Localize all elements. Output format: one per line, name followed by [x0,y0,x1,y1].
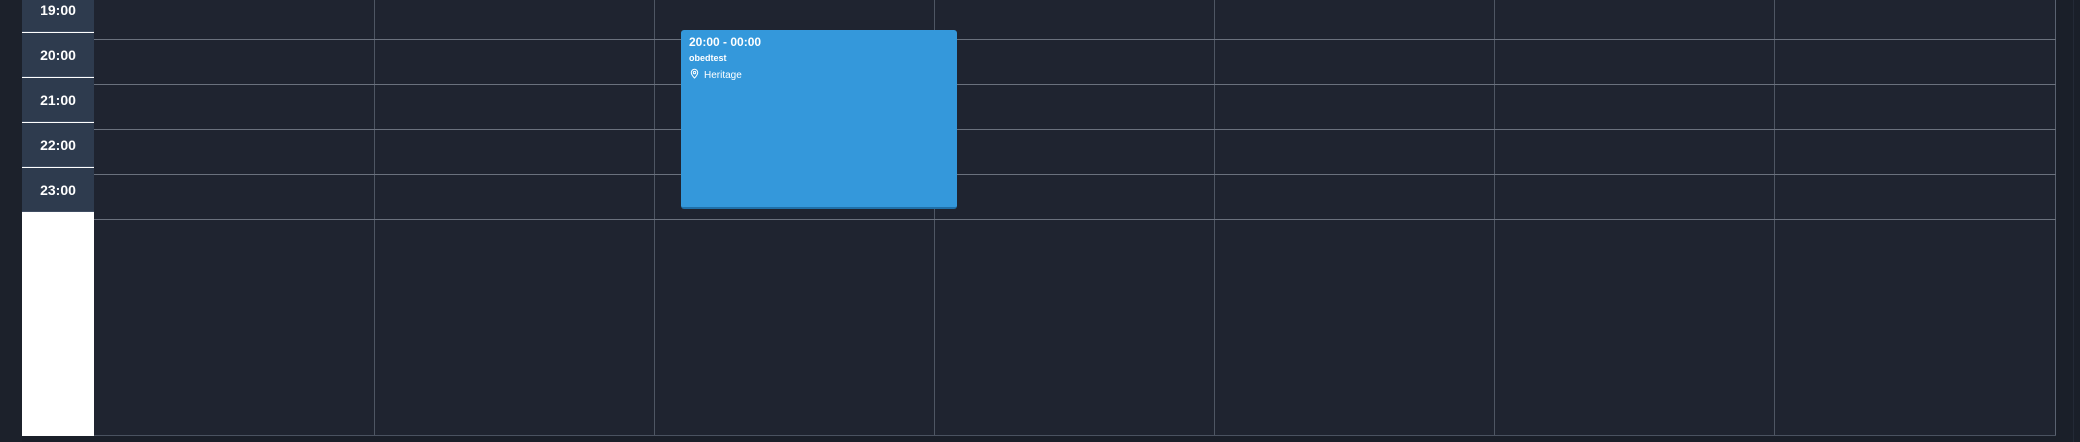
day-column-divider [1494,0,1495,436]
time-slot-21: 21:00 [22,78,94,122]
event-location: Heritage [689,68,949,83]
day-column-divider [934,0,935,436]
time-slot-22: 22:00 [22,123,94,167]
day-column-divider [654,0,655,436]
day-column-divider [1774,0,1775,436]
left-margin [0,0,22,442]
hour-line [94,174,2056,175]
time-slot-23: 23:00 [22,168,94,212]
event-location-label: Heritage [704,69,742,81]
scrollbar[interactable] [2056,0,2080,442]
event-title: obedtest [689,53,727,63]
time-slot-20: 20:00 [22,33,94,77]
hour-line [94,84,2056,85]
calendar-event[interactable]: 20:00 - 00:00 obedtest Heritage [681,30,957,209]
hour-line [94,219,2056,220]
day-column-divider [374,0,375,436]
week-view: 19:00 20:00 21:00 22:00 23:00 20:00 - 00… [22,0,2056,436]
calendar-grid[interactable]: 20:00 - 00:00 obedtest Heritage [94,0,2056,436]
hour-line [94,129,2056,130]
grid-bottom-border [94,435,2056,436]
day-column-divider [1214,0,1215,436]
hour-line [94,39,2056,40]
time-gutter: 19:00 20:00 21:00 22:00 23:00 [22,0,94,436]
event-time-range: 20:00 - 00:00 [689,35,762,49]
time-slot-19: 19:00 [22,0,94,32]
scrollbar-track[interactable] [2073,0,2074,442]
location-pin-icon [689,68,700,83]
